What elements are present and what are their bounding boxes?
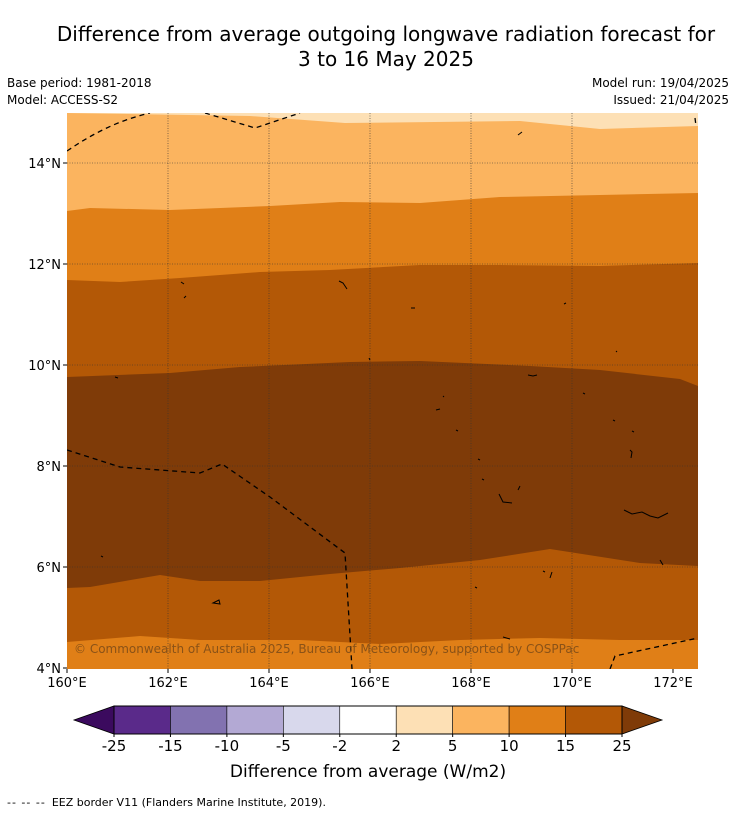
lon-label: 170°E bbox=[552, 676, 592, 691]
issued-date: Issued: 21/04/2025 bbox=[613, 93, 729, 107]
title-line-2: 3 to 16 May 2025 bbox=[298, 47, 474, 71]
model-run: Model run: 19/04/2025 bbox=[591, 76, 729, 90]
metadata-left: Base period: 1981-2018 Model: ACCESS-S2 bbox=[7, 75, 152, 109]
footer-legend: -- -- -- EEZ border V11 (Flanders Marine … bbox=[7, 796, 326, 809]
lon-label: 164°E bbox=[249, 676, 289, 691]
lon-label: 166°E bbox=[350, 676, 390, 691]
latitude-labels: 14°N 12°N 10°N 8°N 6°N 4°N bbox=[28, 157, 61, 677]
islands bbox=[100, 131, 669, 640]
colorbar-segment bbox=[508, 705, 566, 735]
band-10-15-south bbox=[67, 636, 698, 669]
lon-label: 172°E bbox=[653, 676, 693, 691]
lat-label: 10°N bbox=[28, 359, 61, 374]
axis-ticks bbox=[63, 162, 674, 673]
map-plot-area: © Commonwealth of Australia 2025, Bureau… bbox=[67, 113, 698, 669]
colorbar-segment bbox=[339, 705, 397, 735]
band-over-25 bbox=[67, 361, 698, 588]
colorbar-segment bbox=[283, 705, 341, 735]
colorbar-tick-label: 15 bbox=[556, 737, 575, 755]
metadata-right: Model run: 19/04/2025 Issued: 21/04/2025 bbox=[592, 75, 729, 109]
lat-label: 14°N bbox=[28, 157, 61, 172]
lat-label: 8°N bbox=[37, 460, 62, 475]
eez-dash-symbol: -- -- -- bbox=[7, 796, 46, 809]
colorbar-tick-label: -10 bbox=[215, 737, 240, 755]
colorbar-label: Difference from average (W/m2) bbox=[229, 762, 507, 782]
colorbar-outline bbox=[113, 705, 623, 735]
colorbar: -25 -15 -10 -5 -2 2 5 10 15 25 bbox=[72, 705, 664, 755]
colorbar-tick-label: 5 bbox=[448, 737, 458, 755]
lon-label: 160°E bbox=[47, 676, 87, 691]
colorbar-segment bbox=[452, 705, 510, 735]
colorbar-tick-label: -2 bbox=[332, 737, 347, 755]
lat-label: 12°N bbox=[28, 258, 61, 273]
graticule bbox=[67, 113, 698, 669]
lon-label: 162°E bbox=[148, 676, 188, 691]
colorbar-tick-label: -15 bbox=[158, 737, 183, 755]
colorbar-tick-label: -5 bbox=[276, 737, 291, 755]
map-title: Difference from average outgoing longwav… bbox=[0, 22, 736, 72]
colorbar-segment bbox=[565, 705, 623, 735]
longitude-labels: 160°E 162°E 164°E 166°E 168°E 170°E 172°… bbox=[47, 676, 693, 691]
colorbar-tick-label: 25 bbox=[612, 737, 631, 755]
lon-label: 168°E bbox=[451, 676, 491, 691]
eez-legend-text: EEZ border V11 (Flanders Marine Institut… bbox=[51, 796, 326, 809]
colorbar-under-arrow bbox=[72, 705, 115, 735]
lat-label: 6°N bbox=[37, 561, 62, 576]
eez-borders bbox=[67, 113, 698, 669]
lat-label: 4°N bbox=[37, 662, 62, 677]
colorbar-tick-label: -25 bbox=[102, 737, 127, 755]
base-period: Base period: 1981-2018 bbox=[7, 76, 152, 90]
colorbar-tick-label: 2 bbox=[391, 737, 401, 755]
colorbar-segment bbox=[226, 705, 284, 735]
colorbar-segment bbox=[395, 705, 453, 735]
model-name: Model: ACCESS-S2 bbox=[7, 93, 119, 107]
colorbar-segment bbox=[113, 705, 171, 735]
colorbar-segment bbox=[170, 705, 228, 735]
copyright-watermark: © Commonwealth of Australia 2025, Bureau… bbox=[74, 642, 579, 656]
title-line-1: Difference from average outgoing longwav… bbox=[56, 22, 716, 46]
colorbar-over-arrow bbox=[621, 705, 664, 735]
colorbar-tick-label: 10 bbox=[500, 737, 519, 755]
